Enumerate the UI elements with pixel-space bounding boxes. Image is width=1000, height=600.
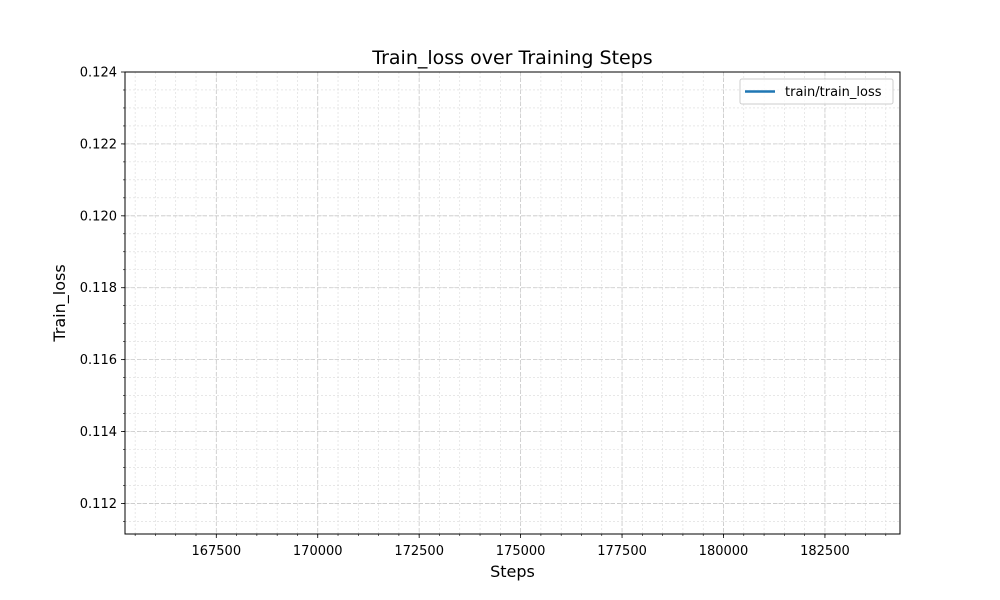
x-axis-label: Steps [490, 562, 535, 581]
plot-frame [124, 71, 901, 535]
x-tick-label: 175000 [496, 544, 546, 559]
x-tick-label: 182500 [800, 544, 850, 559]
chart-title: Train_loss over Training Steps [371, 47, 652, 69]
y-tick-label: 0.112 [80, 497, 117, 512]
x-tick-label: 177500 [597, 544, 647, 559]
y-tick-label: 0.122 [80, 137, 117, 152]
y-tick-label: 0.114 [80, 425, 117, 440]
axis-ticks: 167500 170000 172500 175000 177500 180000 1825… [80, 66, 887, 559]
x-tick-label: 167500 [191, 544, 241, 559]
grid [125, 71, 900, 534]
y-tick-label: 0.120 [80, 209, 117, 224]
y-tick-label: 0.118 [80, 281, 117, 296]
legend: train/train_loss [739, 78, 894, 105]
y-axis-label: Train_loss [50, 264, 70, 342]
y-tick-label: 0.124 [80, 66, 117, 81]
x-tick-label: 180000 [699, 544, 749, 559]
legend-label: train/train_loss [785, 85, 882, 100]
legend-box [739, 78, 894, 105]
y-tick-label: 0.116 [80, 353, 117, 368]
x-tick-label: 172500 [394, 544, 444, 559]
x-tick-label: 170000 [293, 544, 343, 559]
